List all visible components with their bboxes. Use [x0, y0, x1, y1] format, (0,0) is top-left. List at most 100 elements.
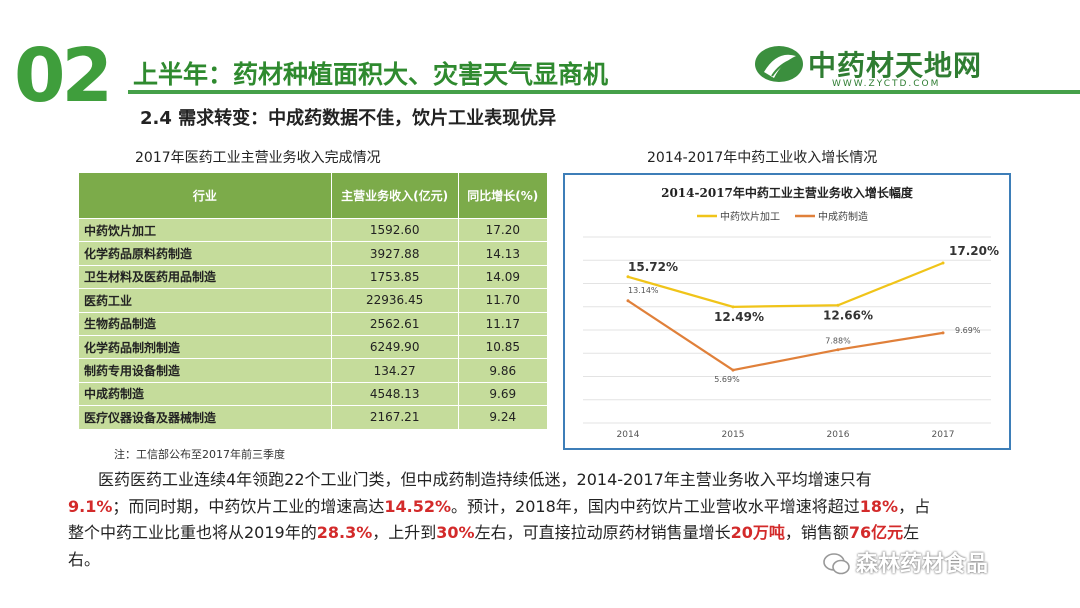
subheading: 2.4 需求转变：中成药数据不佳，饮片工业表现优异 — [140, 108, 557, 129]
series-line — [627, 262, 944, 308]
table-row: 化学药品原料药制造 3927.88 14.13 — [78, 241, 549, 266]
cell-industry: 中药饮片加工 — [78, 217, 332, 243]
para-text: ，销售额 — [784, 523, 849, 542]
x-tick-label: 2015 — [722, 430, 745, 440]
summary-paragraph: 医药医药工业连续4年领跑22个工业门类，但中成药制造持续低迷，2014-2017… — [0, 467, 1080, 573]
para-text: 右。 — [68, 549, 101, 569]
data-label: 9.69% — [955, 326, 981, 335]
cell-industry: 卫生材料及医药用品制造 — [78, 264, 332, 290]
table-row: 制药专用设备制造 134.27 9.86 — [78, 358, 549, 383]
series-line — [627, 299, 944, 372]
table-header-row: 行业 主营业务收入(亿元) 同比增长(%) — [78, 172, 549, 219]
data-point — [731, 305, 735, 309]
data-label: 15.72% — [628, 260, 678, 274]
para-text: ，上升到 — [372, 523, 437, 542]
para-text: 整个中药工业比重也将从2019年的 — [68, 523, 317, 542]
para-line-4: 右。 — [0, 547, 1080, 574]
revenue-table: 行业 主营业务收入(亿元) 同比增长(%) 中药饮片加工 1592.60 17.20… — [78, 172, 549, 430]
legend-label: 中成药制造 — [818, 210, 868, 223]
x-tick-label: 2014 — [617, 430, 640, 440]
table-row: 卫生材料及医药用品制造 1753.85 14.09 — [78, 264, 549, 290]
para-highlight: 20万吨 — [730, 523, 785, 542]
para-highlight: 28.3% — [316, 523, 373, 542]
data-label: 12.66% — [823, 308, 873, 322]
data-label: 5.69% — [714, 375, 740, 384]
para-text: 左 — [903, 523, 920, 542]
x-tick-label: 2017 — [932, 430, 955, 440]
chart-frame: 2014-2017年中药工业主营业务收入增长幅度中药饮片加工 中成药制造 2014 2… — [563, 173, 1011, 450]
logo-text: 中药材天地网 — [808, 49, 983, 82]
para-line-2: 9.1%；而同时期，中药饮片工业的增速高达14.52%。预计，2018年，国内中… — [0, 494, 1080, 521]
data-point — [941, 331, 945, 335]
data-label: 17.20% — [949, 244, 999, 258]
para-highlight: 30% — [436, 523, 475, 542]
cell-growth: 9.24 — [457, 405, 549, 430]
cell-revenue: 134.27 — [330, 358, 459, 383]
table-row: 医药工业 22936.45 11.70 — [78, 288, 549, 313]
para-line-1: 医药医药工业连续4年领跑22个工业门类，但中成药制造持续低迷，2014-2017… — [0, 467, 1080, 494]
legend-label: 中药饮片加工 — [720, 210, 780, 223]
chart-caption: 2014-2017年中药工业收入增长情况 — [647, 150, 878, 166]
cell-industry: 中成药制造 — [78, 381, 332, 407]
cell-revenue: 2562.61 — [330, 311, 459, 336]
cell-growth: 14.13 — [457, 241, 549, 266]
cell-industry: 化学药品制剂制造 — [78, 334, 332, 360]
cell-revenue: 22936.45 — [330, 288, 459, 313]
cell-growth: 14.09 — [457, 264, 549, 290]
cell-revenue: 2167.21 — [330, 405, 459, 430]
cell-industry: 制药专用设备制造 — [78, 358, 332, 383]
cell-growth: 9.86 — [457, 358, 549, 383]
data-point — [836, 303, 840, 307]
para-line-3: 整个中药工业比重也将从2019年的28.3%，上升到30%左右，可直接拉动原药材… — [0, 520, 1080, 547]
cell-revenue: 1592.60 — [330, 217, 459, 243]
para-highlight: 76亿元 — [848, 523, 904, 542]
para-text: ；而同时期，中药饮片工业的增速高达 — [112, 496, 385, 516]
table-row: 生物药品制造 2562.61 11.17 — [78, 311, 549, 336]
logo-leaf-icon — [755, 46, 803, 82]
header-divider — [128, 90, 1080, 94]
x-tick-label: 2016 — [827, 430, 850, 440]
cell-growth: 11.70 — [457, 288, 549, 313]
para-highlight: 9.1% — [68, 496, 113, 516]
wechat-icon — [823, 553, 850, 575]
data-point — [836, 348, 840, 352]
para-text: ，占 — [898, 496, 931, 516]
chart-title: 2014-2017年中药工业主营业务收入增长幅度 — [661, 185, 914, 200]
header-industry: 行业 — [78, 172, 332, 219]
data-point — [731, 368, 735, 372]
header-revenue: 主营业务收入(亿元) — [330, 172, 459, 219]
data-label: 7.88% — [825, 337, 851, 346]
cell-revenue: 6249.90 — [330, 334, 459, 360]
section-number: 02 — [14, 33, 113, 119]
cell-growth: 17.20 — [457, 217, 549, 243]
cell-revenue: 3927.88 — [330, 241, 459, 266]
cell-growth: 11.17 — [457, 311, 549, 336]
cell-growth: 10.85 — [457, 334, 549, 360]
para-text: 医药医药工业连续4年领跑22个工业门类，但中成药制造持续低迷，2014-2017… — [98, 470, 872, 489]
para-highlight: 18% — [859, 496, 899, 516]
cell-industry: 生物药品制造 — [78, 311, 332, 336]
data-point — [941, 261, 945, 265]
page-headline: 上半年：药材种植面积大、灾害天气显商机 — [133, 60, 609, 89]
table-row: 化学药品制剂制造 6249.90 10.85 — [78, 334, 549, 360]
data-label: 12.49% — [714, 310, 764, 324]
cell-industry: 医疗仪器设备及器械制造 — [78, 405, 332, 430]
data-point — [626, 299, 630, 303]
data-label: 13.14% — [628, 286, 659, 295]
cell-growth: 9.69 — [457, 381, 549, 407]
para-highlight: 14.52% — [384, 496, 452, 516]
table-row: 医疗仪器设备及器械制造 2167.21 9.24 — [78, 405, 549, 430]
logo-url: WWW.ZYCTD.COM — [832, 79, 941, 89]
cell-industry: 医药工业 — [78, 288, 332, 313]
table-row: 中成药制造 4548.13 9.69 — [78, 381, 549, 407]
para-text: 。预计，2018年，国内中药饮片工业营收水平增速将超过 — [451, 496, 860, 516]
watermark-text: 森林药材食品 — [856, 552, 989, 577]
cell-revenue: 4548.13 — [330, 381, 459, 407]
data-point — [626, 275, 630, 279]
table-row: 中药饮片加工 1592.60 17.20 — [78, 217, 549, 243]
cell-industry: 化学药品原料药制造 — [78, 241, 332, 266]
table-note: 注：工信部公布至2017年前三季度 — [114, 448, 285, 461]
para-text: 左右，可直接拉动原药材销售量增长 — [474, 523, 731, 542]
header-growth: 同比增长(%) — [457, 172, 549, 219]
